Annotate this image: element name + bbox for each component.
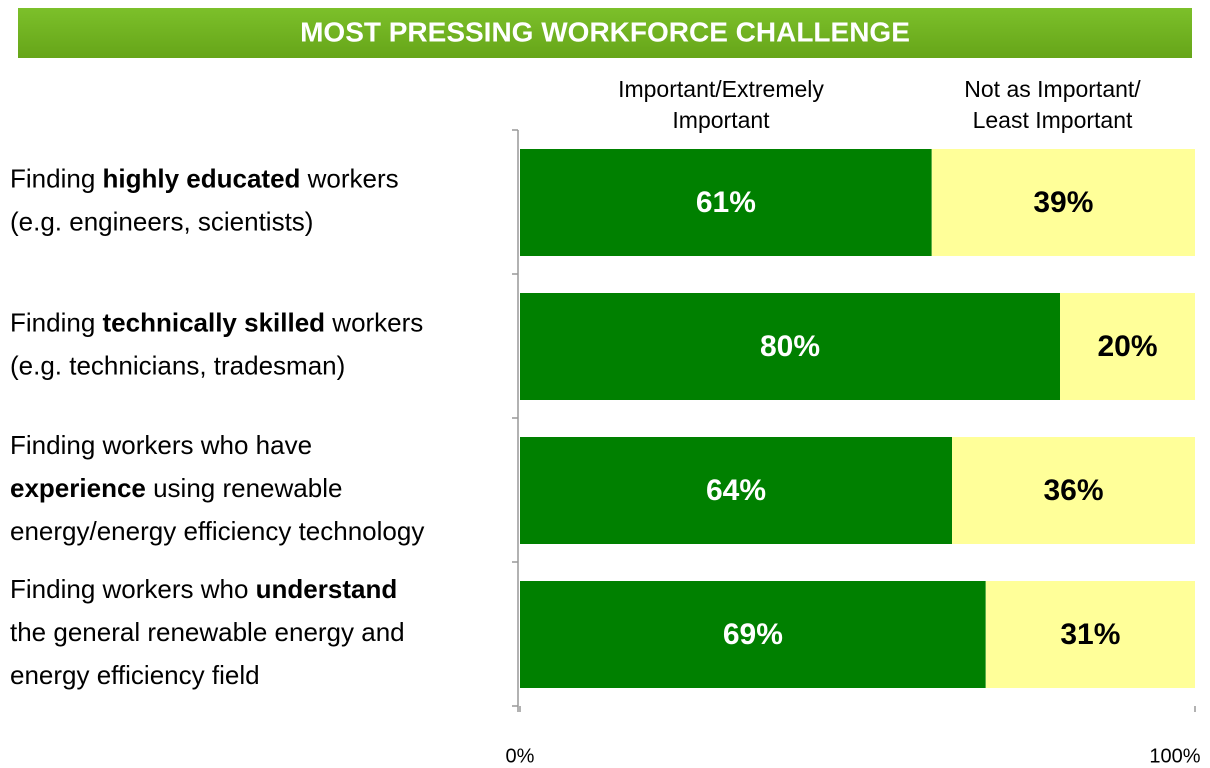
data-label: 64% xyxy=(706,474,766,507)
category-label-run: Finding xyxy=(10,163,103,193)
bar xyxy=(520,581,986,688)
x-tick-label: 0% xyxy=(506,745,535,767)
category-label-run: experience xyxy=(10,473,146,503)
category-label: Finding workers who have xyxy=(10,430,312,460)
category-label: energy/energy efficiency technology xyxy=(10,516,424,546)
bar xyxy=(520,437,952,544)
bar xyxy=(952,437,1195,544)
category-label-run: energy/energy efficiency technology xyxy=(10,516,424,546)
category-label-run: Finding workers who xyxy=(10,574,256,604)
bar xyxy=(520,149,932,256)
category-label-run: Finding workers who have xyxy=(10,430,312,460)
data-label: 36% xyxy=(1043,474,1103,507)
data-label: 39% xyxy=(1033,186,1093,219)
data-label: 20% xyxy=(1097,330,1157,363)
bar xyxy=(985,581,1195,688)
data-label: 61% xyxy=(696,186,756,219)
category-label: the general renewable energy and xyxy=(10,617,405,647)
category-label: Finding highly educated workers xyxy=(10,163,399,193)
category-label: Finding workers who understand xyxy=(10,574,397,604)
category-label: (e.g. engineers, scientists) xyxy=(10,206,313,236)
category-label-run: the general renewable energy and xyxy=(10,617,405,647)
category-label-run: workers xyxy=(300,163,398,193)
category-label: (e.g. technicians, tradesman) xyxy=(10,350,345,380)
category-label-run: workers xyxy=(325,307,423,337)
data-label: 80% xyxy=(760,330,820,363)
category-label: experience using renewable xyxy=(10,473,342,503)
category-label: Finding technically skilled workers xyxy=(10,307,423,337)
data-label: 31% xyxy=(1060,618,1120,651)
category-label: energy efficiency field xyxy=(10,660,260,690)
category-label-run: using renewable xyxy=(146,473,343,503)
data-label: 69% xyxy=(723,618,783,651)
category-label-run: (e.g. technicians, tradesman) xyxy=(10,350,345,380)
category-label-run: technically skilled xyxy=(103,307,326,337)
category-label-run: highly educated xyxy=(103,163,301,193)
bar xyxy=(520,293,1060,400)
category-label-run: energy efficiency field xyxy=(10,660,260,690)
bar xyxy=(931,149,1195,256)
legend-entry: Not as Important/ Least Important xyxy=(964,76,1141,133)
chart-title: MOST PRESSING WORKFORCE CHALLENGE xyxy=(300,16,910,47)
category-label-run: understand xyxy=(256,574,398,604)
category-label-run: (e.g. engineers, scientists) xyxy=(10,206,313,236)
bar xyxy=(1060,293,1195,400)
category-label-run: Finding xyxy=(10,307,103,337)
legend-entry: Important/Extremely Important xyxy=(618,76,824,133)
x-tick-label: 100% xyxy=(1149,745,1200,767)
title-bar xyxy=(18,8,1192,58)
